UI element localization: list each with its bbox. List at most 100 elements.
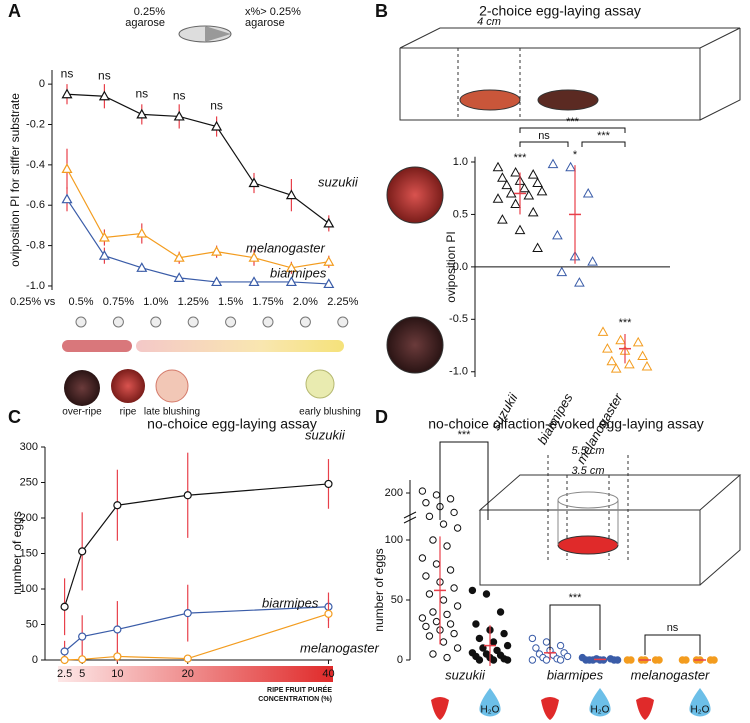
x-tick-label: 40 xyxy=(322,668,334,680)
point xyxy=(453,644,462,652)
point xyxy=(637,350,648,361)
significance: *** xyxy=(597,130,611,142)
point xyxy=(597,326,609,336)
x-axis-label: CONCENTRATION (%) xyxy=(258,696,332,703)
point xyxy=(113,652,122,661)
significance: ns xyxy=(135,87,148,101)
point xyxy=(432,491,441,499)
point xyxy=(446,566,455,574)
point xyxy=(78,632,87,641)
series-line xyxy=(66,168,329,269)
y-tick-label: 100 xyxy=(20,583,38,595)
point xyxy=(78,547,87,556)
series-label: melanogaster xyxy=(300,640,379,655)
point xyxy=(61,163,73,173)
point xyxy=(574,277,585,287)
point xyxy=(60,602,69,611)
series-label: suzukii xyxy=(318,174,359,189)
point xyxy=(422,622,430,631)
point xyxy=(432,560,441,568)
point xyxy=(136,108,148,119)
point xyxy=(324,609,333,618)
chart-title: no-choice olfaction-evoked egg-laying as… xyxy=(428,416,704,432)
x-tick-label: 1.25% xyxy=(178,296,209,308)
point xyxy=(582,187,594,198)
panel-a-art xyxy=(62,25,344,406)
point xyxy=(523,190,535,200)
fruit-label: ripe xyxy=(120,407,137,418)
point xyxy=(624,358,635,369)
firmness-icon xyxy=(187,316,199,328)
x-tick-label: 2.0% xyxy=(293,296,318,308)
substrate-label: x%> 0.25% xyxy=(245,6,301,18)
y-tick-label: 50 xyxy=(391,594,403,606)
water-label: H₂O xyxy=(591,705,610,716)
point xyxy=(285,189,297,200)
significance: *** xyxy=(458,429,472,441)
point xyxy=(556,266,568,277)
point xyxy=(453,524,462,532)
point xyxy=(61,88,73,99)
fruit-label: early blushing xyxy=(299,407,361,418)
point xyxy=(422,572,430,580)
point xyxy=(532,644,540,652)
x-tick-label: 1.0% xyxy=(143,296,168,308)
significance: ns xyxy=(98,68,111,82)
panel-letter: C xyxy=(8,407,21,427)
significance: * xyxy=(573,149,578,161)
point xyxy=(479,644,487,652)
chart-title: no-choice egg-laying assay xyxy=(147,416,317,432)
point xyxy=(527,206,539,217)
strawberry-icon xyxy=(541,697,559,720)
point xyxy=(422,499,430,507)
point xyxy=(183,609,192,618)
significance: ns xyxy=(538,130,550,142)
significance: ns xyxy=(61,66,74,80)
series-label: suzukii xyxy=(305,427,346,442)
y-tick-label: -0.8 xyxy=(26,240,45,252)
y-tick-label: 250 xyxy=(20,476,38,488)
y-tick-label: 200 xyxy=(385,487,403,499)
strawberry-icon xyxy=(431,697,449,720)
substrate-label: 0.25% xyxy=(134,6,165,18)
point xyxy=(682,656,690,664)
point xyxy=(489,638,498,646)
x-tick-label: 0.5% xyxy=(68,296,93,308)
point xyxy=(532,242,543,252)
point xyxy=(425,590,434,598)
point xyxy=(136,227,148,238)
point xyxy=(439,638,448,646)
point xyxy=(497,214,508,224)
significance: *** xyxy=(514,152,528,164)
point xyxy=(552,229,563,240)
chart-title: 2-choice egg-laying assay xyxy=(479,3,641,19)
water-drop-icon xyxy=(589,688,611,717)
point xyxy=(510,198,521,208)
panel-letter: A xyxy=(8,1,21,21)
y-tick-label: -0.2 xyxy=(26,118,45,130)
point xyxy=(183,654,192,663)
bracket xyxy=(581,141,626,147)
point xyxy=(641,360,653,371)
point xyxy=(503,641,512,650)
y-tick-label: -0.4 xyxy=(26,159,45,171)
point xyxy=(285,276,297,287)
point xyxy=(450,629,458,638)
point xyxy=(425,512,434,521)
point xyxy=(211,245,223,256)
significance: *** xyxy=(619,317,633,329)
point xyxy=(615,334,626,345)
point xyxy=(248,177,260,188)
strawberry-icon xyxy=(636,697,654,720)
point xyxy=(472,620,480,628)
category-label: suzukii xyxy=(445,667,486,682)
point xyxy=(323,278,335,289)
y-axis-label: oviposition PI for stiffer substrate xyxy=(8,93,22,267)
point xyxy=(173,110,185,121)
point xyxy=(528,656,537,664)
point xyxy=(492,193,504,203)
point xyxy=(418,487,427,495)
point xyxy=(439,596,448,604)
point xyxy=(532,177,543,187)
